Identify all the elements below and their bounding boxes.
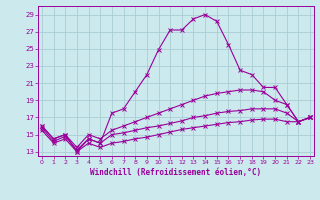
X-axis label: Windchill (Refroidissement éolien,°C): Windchill (Refroidissement éolien,°C)	[91, 168, 261, 177]
